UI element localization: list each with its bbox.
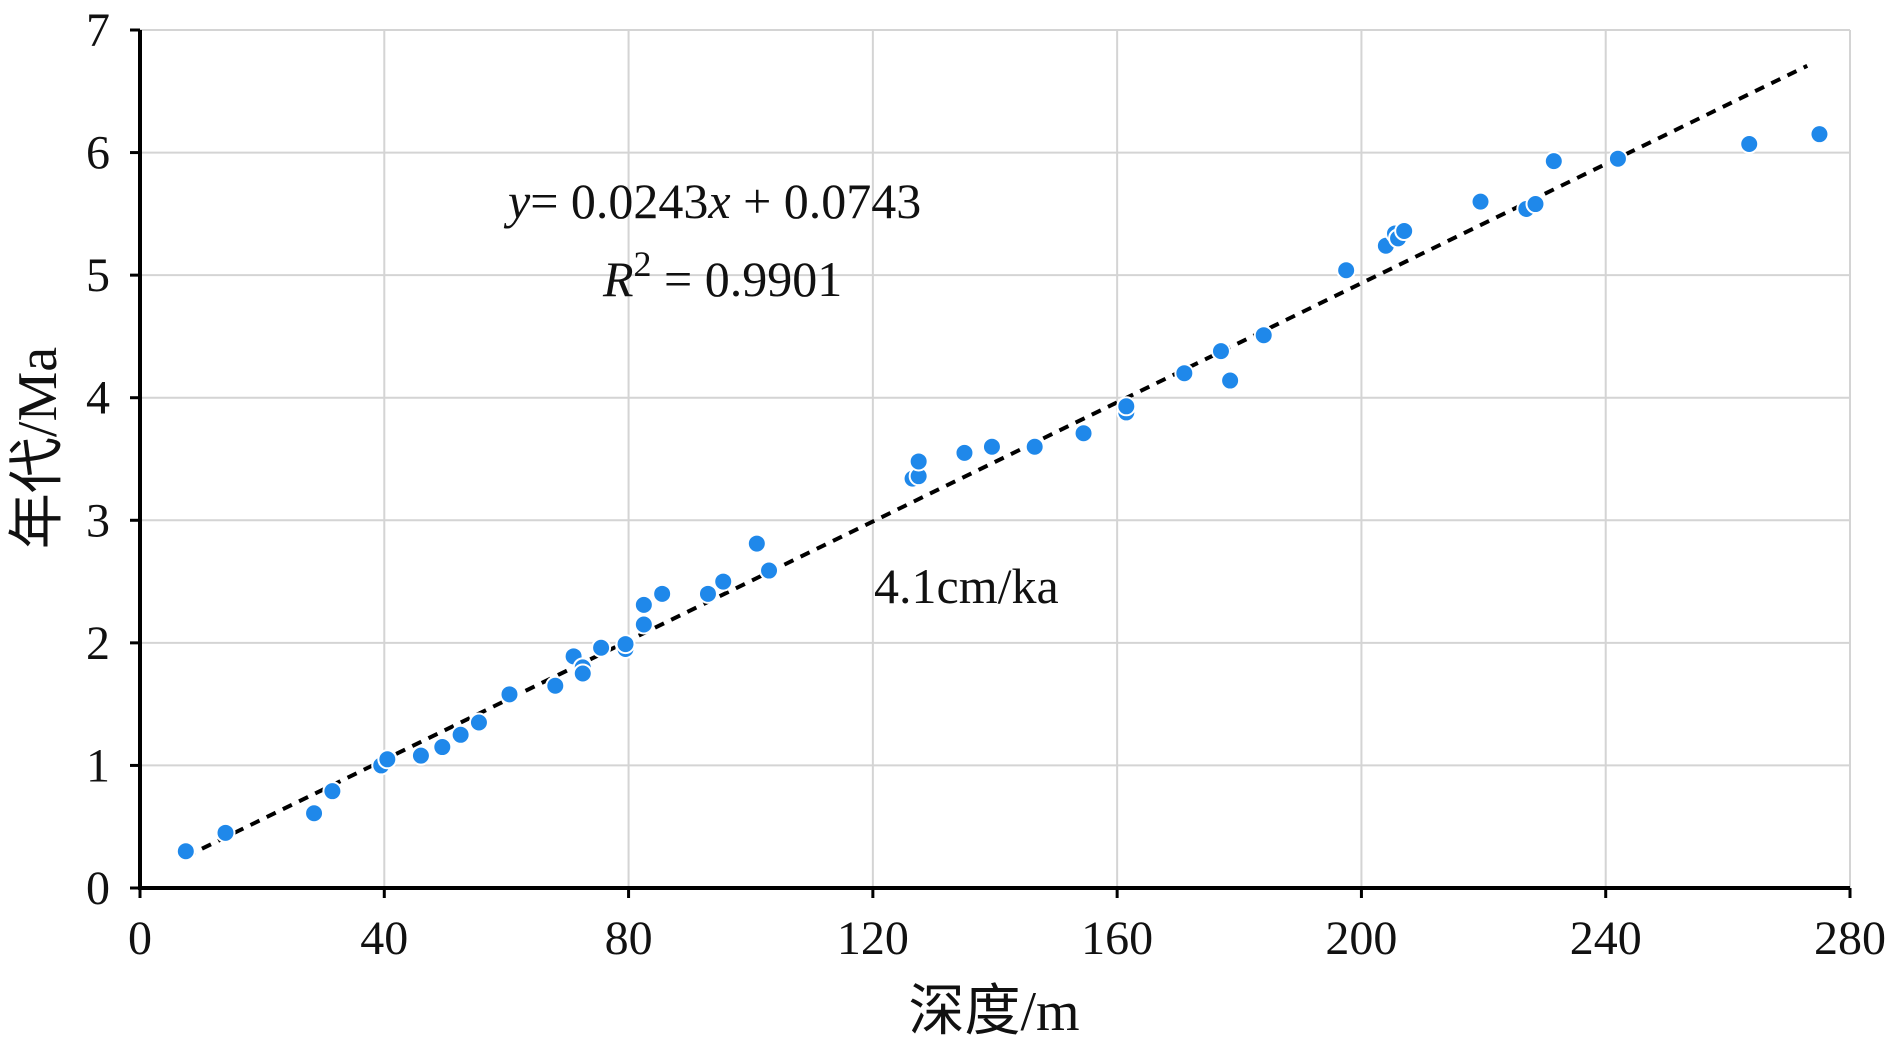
- data-point: [652, 583, 673, 604]
- equation-x-var: x: [707, 173, 730, 229]
- data-point: [1253, 325, 1274, 346]
- r-symbol: R: [602, 251, 634, 307]
- equation-coefficient: = 0.0243: [530, 173, 708, 229]
- y-tick-label: 2: [86, 617, 110, 670]
- data-point: [450, 724, 471, 745]
- grid-lines: [140, 29, 1851, 888]
- y-axis-title: 年代/Ma: [7, 347, 69, 549]
- data-point: [304, 803, 325, 824]
- data-point: [1525, 194, 1546, 215]
- data-point: [432, 737, 453, 758]
- equation-y-var: y: [503, 173, 531, 229]
- data-point: [697, 583, 718, 604]
- data-point: [1220, 370, 1241, 391]
- tick-labels: 0 40 80 120 160 200 240 280 0 1 2 3 4 5 6 7: [86, 4, 1886, 965]
- data-point: [1024, 436, 1045, 457]
- data-point: [175, 841, 196, 862]
- data-point: [572, 663, 593, 684]
- x-tick-label: 280: [1814, 912, 1886, 965]
- y-tick-label: 6: [86, 127, 110, 180]
- axes: [130, 28, 1852, 898]
- data-point: [1336, 260, 1357, 281]
- data-point: [1543, 151, 1564, 172]
- trendline-layer: [184, 63, 1809, 859]
- data-point: [468, 712, 489, 733]
- data-point: [591, 637, 612, 658]
- x-tick-label: 40: [360, 912, 408, 965]
- data-point: [759, 560, 780, 581]
- data-point: [633, 594, 654, 615]
- data-point: [1116, 396, 1137, 417]
- data-point: [215, 822, 236, 843]
- x-axis-title: 深度/m: [908, 981, 1079, 1043]
- r-exponent: 2: [634, 244, 652, 284]
- y-tick-label: 5: [86, 249, 110, 302]
- data-points: [175, 124, 1830, 862]
- trendline: [184, 63, 1809, 859]
- r-squared-value: = 0.9901: [652, 251, 843, 307]
- x-tick-label: 240: [1570, 912, 1642, 965]
- data-point: [954, 442, 975, 463]
- data-point: [981, 436, 1002, 457]
- y-tick-label: 3: [86, 494, 110, 547]
- data-point: [499, 684, 520, 705]
- y-tick-label: 1: [86, 739, 110, 792]
- sedimentation-rate-label: 4.1cm/ka: [874, 558, 1059, 614]
- x-tick-label: 80: [605, 912, 653, 965]
- data-point: [377, 749, 398, 770]
- data-point: [1394, 221, 1415, 242]
- data-point: [713, 571, 734, 592]
- regression-equation: y= 0.0243x + 0.0743: [503, 173, 921, 229]
- data-point: [1607, 148, 1628, 169]
- data-point: [615, 634, 636, 655]
- data-point: [1174, 363, 1195, 384]
- x-tick-label: 160: [1081, 912, 1153, 965]
- data-point: [322, 781, 343, 802]
- data-point: [545, 675, 566, 696]
- r-squared-label: R2 = 0.9901: [602, 244, 842, 307]
- data-point: [1809, 124, 1830, 145]
- data-point: [1210, 341, 1231, 362]
- y-tick-label: 7: [86, 4, 110, 57]
- data-point: [633, 614, 654, 635]
- equation-intercept: + 0.0743: [731, 173, 922, 229]
- data-point: [1470, 191, 1491, 212]
- y-tick-label: 0: [86, 862, 110, 915]
- data-point: [1073, 423, 1094, 444]
- x-tick-label: 0: [128, 912, 152, 965]
- x-tick-label: 200: [1325, 912, 1397, 965]
- x-tick-label: 120: [837, 912, 909, 965]
- data-point: [746, 533, 767, 554]
- data-point: [410, 745, 431, 766]
- data-point: [908, 451, 929, 472]
- y-tick-label: 4: [86, 372, 110, 425]
- data-point: [1739, 133, 1760, 154]
